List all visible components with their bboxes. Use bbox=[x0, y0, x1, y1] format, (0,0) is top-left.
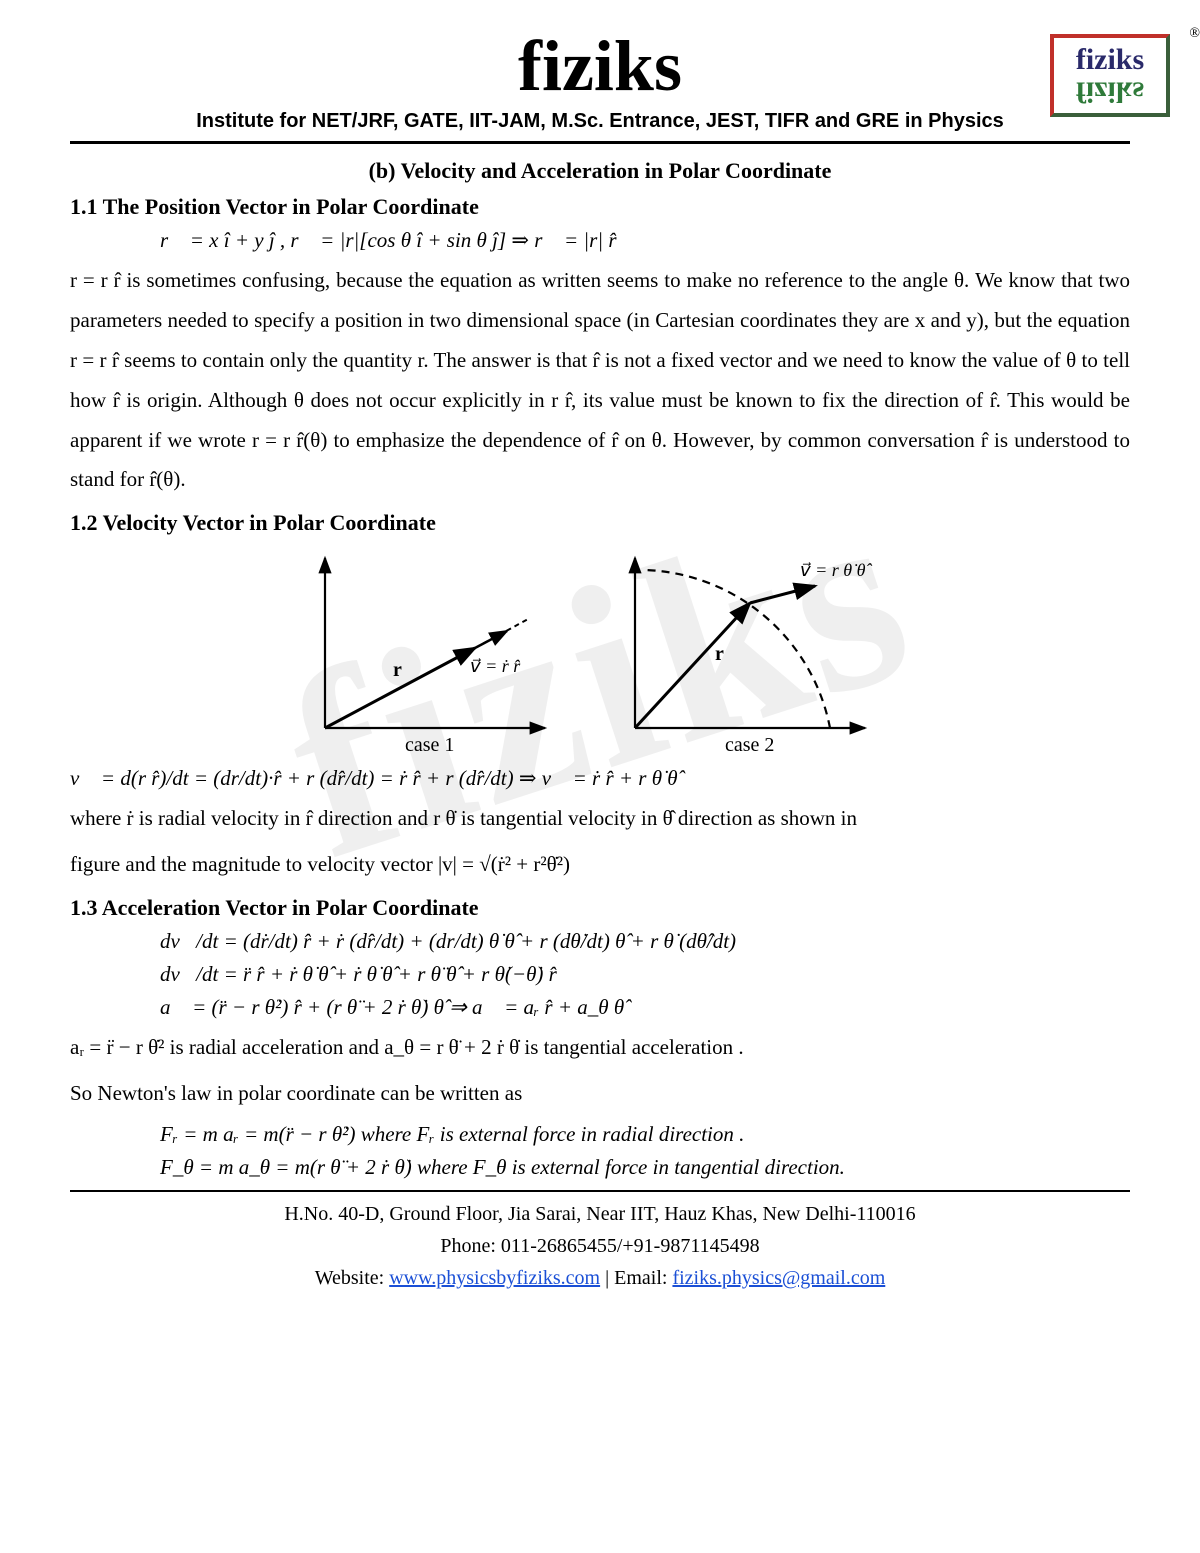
v-label-case1: v⃗ = ṙ r̂ bbox=[470, 656, 521, 676]
footer-email-link[interactable]: fiziks.physics@gmail.com bbox=[672, 1267, 885, 1289]
section-b-title: (b) Velocity and Acceleration in Polar C… bbox=[70, 158, 1130, 184]
section-1-1-title: 1.1 The Position Vector in Polar Coordin… bbox=[70, 194, 1130, 220]
logo: ® fiziks fiziks bbox=[1050, 34, 1170, 117]
case1-label: case 1 bbox=[405, 734, 454, 756]
diagram-case-1: r v⃗ = ṙ r̂ case 1 bbox=[295, 548, 555, 758]
tagline: Institute for NET/JRF, GATE, IIT-JAM, M.… bbox=[70, 110, 1130, 133]
eq-position-vector: r⃗ = x î + y ĵ , r⃗ = |r|[cos θ î + sin … bbox=[160, 228, 1130, 253]
footer-website-link[interactable]: www.physicsbyfiziks.com bbox=[389, 1267, 600, 1289]
svg-text:r: r bbox=[393, 659, 402, 681]
eq-velocity: v⃗ = d(r r̂)/dt = (dr/dt)·r̂ + r (dr̂/dt… bbox=[70, 766, 1130, 791]
eq-force-r: Fᵣ = m aᵣ = m(r̈ − r θ̇²) where Fᵣ is ex… bbox=[160, 1122, 1130, 1147]
logo-box: fiziks fiziks bbox=[1050, 34, 1170, 117]
footer-email-prefix: | Email: bbox=[600, 1267, 672, 1289]
para-1-2a: where ṙ is radial velocity in r̂ directi… bbox=[70, 799, 1130, 839]
velocity-diagrams: r v⃗ = ṙ r̂ case 1 bbox=[70, 548, 1130, 758]
reg-mark: ® bbox=[1189, 26, 1200, 42]
v-label-case2: v⃗ = r θ̇ θ̂ bbox=[800, 560, 872, 580]
footer-rule bbox=[70, 1190, 1130, 1192]
eq-accel-1: dv⃗/dt = (dṙ/dt) r̂ + ṙ (dr̂/dt) + (dr/d… bbox=[160, 929, 1130, 954]
eq-accel-2: dv⃗/dt = r̈ r̂ + ṙ θ̇ θ̂ + ṙ θ̇ θ̂ + r θ… bbox=[160, 962, 1130, 987]
logo-text-bottom: fiziks bbox=[1064, 76, 1156, 108]
eq-accel-3: a⃗ = (r̈ − r θ̇²) r̂ + (r θ̈ + 2 ṙ θ̇) θ… bbox=[160, 995, 1130, 1020]
para-1-3-2: So Newton's law in polar coordinate can … bbox=[70, 1074, 1130, 1114]
page-footer: H.No. 40-D, Ground Floor, Jia Sarai, Nea… bbox=[70, 1198, 1130, 1294]
footer-web-prefix: Website: bbox=[315, 1267, 389, 1289]
footer-contact-line: Website: www.physicsbyfiziks.com | Email… bbox=[70, 1262, 1130, 1294]
case2-label: case 2 bbox=[725, 734, 774, 756]
para-1-1: r = r r̂ is sometimes confusing, because… bbox=[70, 261, 1130, 500]
footer-phone: Phone: 011-26865455/+91-9871145498 bbox=[70, 1230, 1130, 1262]
section-1-2-title: 1.2 Velocity Vector in Polar Coordinate bbox=[70, 510, 1130, 536]
eq-force-theta: F_θ = m a_θ = m(r θ̈ + 2 ṙ θ̇) where F_θ… bbox=[160, 1155, 1130, 1180]
section-1-3-title: 1.3 Acceleration Vector in Polar Coordin… bbox=[70, 895, 1130, 921]
svg-text:r: r bbox=[715, 643, 724, 665]
para-1-2b: figure and the magnitude to velocity vec… bbox=[70, 845, 1130, 885]
header-rule bbox=[70, 141, 1130, 144]
logo-text-top: fiziks bbox=[1076, 43, 1144, 76]
para-1-3-1: aᵣ = r̈ − r θ̇² is radial acceleration a… bbox=[70, 1028, 1130, 1068]
page-header: fiziks Institute for NET/JRF, GATE, IIT-… bbox=[70, 30, 1130, 133]
brand-title: fiziks bbox=[70, 30, 1130, 102]
footer-address: H.No. 40-D, Ground Floor, Jia Sarai, Nea… bbox=[70, 1198, 1130, 1230]
diagram-case-2: r v⃗ = r θ̇ θ̂ case 2 bbox=[605, 548, 905, 758]
